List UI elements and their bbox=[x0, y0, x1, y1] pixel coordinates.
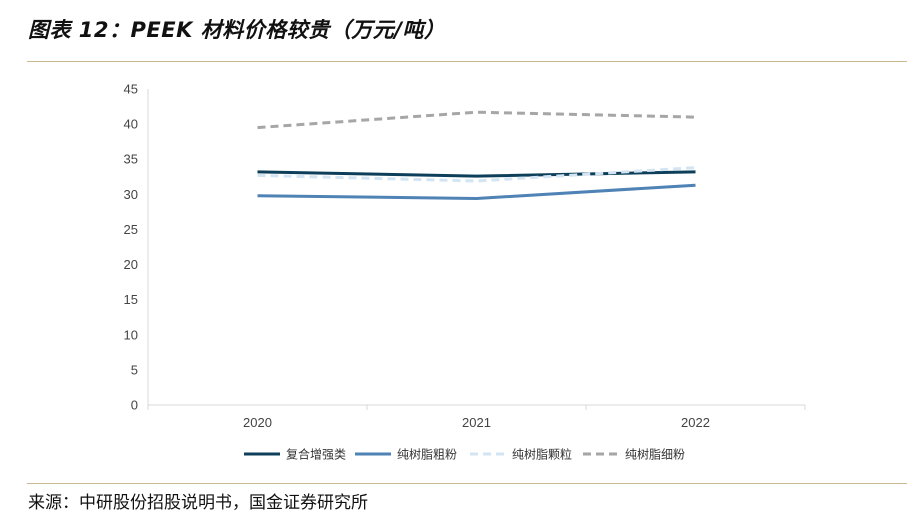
y-tick-label: 40 bbox=[124, 117, 138, 132]
y-tick-label: 5 bbox=[131, 362, 138, 377]
x-tick-label: 2021 bbox=[462, 415, 491, 430]
x-tick-labels: 2020 2021 2022 bbox=[243, 415, 710, 430]
line-chart: 0 5 10 15 20 25 30 35 40 45 2020 2021 2022 复合增强类 纯树脂… bbox=[124, 82, 806, 462]
y-tick-label: 15 bbox=[124, 292, 138, 307]
x-tick-marks bbox=[147, 405, 806, 410]
series-line bbox=[257, 166, 696, 183]
y-tick-label: 30 bbox=[124, 187, 138, 202]
legend-label: 纯树脂粗粉 bbox=[397, 447, 457, 462]
y-tick-label: 35 bbox=[124, 152, 138, 167]
series-line bbox=[257, 110, 696, 130]
legend-label: 纯树脂颗粒 bbox=[512, 447, 572, 462]
legend-label: 纯树脂细粉 bbox=[625, 447, 685, 462]
y-tick-labels: 0 5 10 15 20 25 30 35 40 45 bbox=[124, 82, 138, 413]
series-lines bbox=[257, 110, 696, 200]
y-tick-label: 45 bbox=[124, 82, 138, 97]
legend-label: 复合增强类 bbox=[286, 447, 346, 462]
x-tick-label: 2022 bbox=[681, 415, 710, 430]
chart-title: 图表 12：PEEK 材料价格较贵（万元/吨） bbox=[28, 18, 446, 42]
y-tick-label: 25 bbox=[124, 222, 138, 237]
y-tick-label: 10 bbox=[124, 327, 138, 342]
source-note: 来源：中研股份招股说明书，国金证券研究所 bbox=[28, 493, 368, 513]
y-tick-label: 0 bbox=[131, 398, 138, 413]
x-tick-label: 2020 bbox=[243, 415, 272, 430]
legend: 复合增强类 纯树脂粗粉 纯树脂颗粒 纯树脂细粉 bbox=[244, 447, 685, 462]
title-divider bbox=[27, 61, 907, 62]
series-line bbox=[257, 183, 696, 200]
series-line bbox=[257, 170, 696, 178]
source-divider bbox=[27, 483, 907, 484]
y-tick-label: 20 bbox=[124, 257, 138, 272]
